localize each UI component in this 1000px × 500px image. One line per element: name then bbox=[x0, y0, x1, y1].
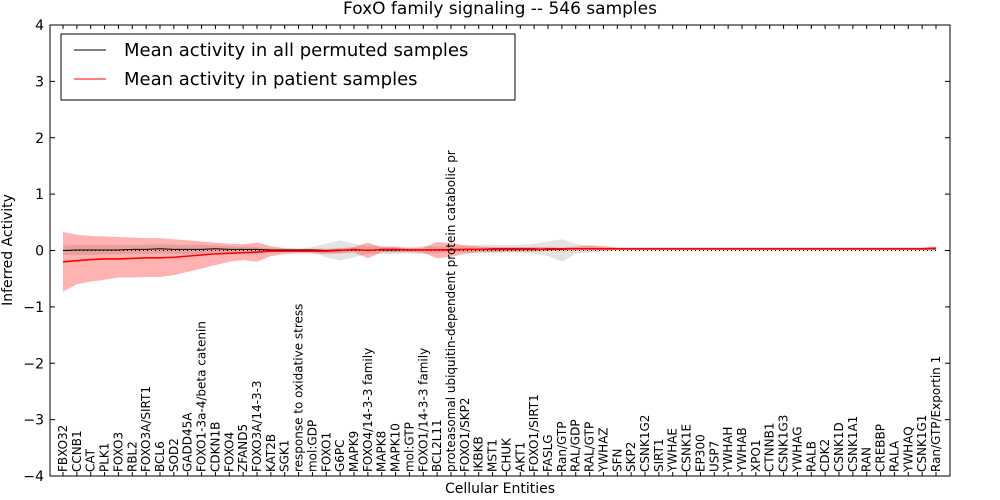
x-category-label: response to oxidative stress bbox=[292, 304, 306, 472]
x-category-label: SFN bbox=[610, 449, 624, 473]
y-axis-label: Inferred Activity bbox=[0, 194, 16, 306]
legend: Mean activity in all permuted samples Me… bbox=[60, 33, 516, 101]
x-category-label: CHUK bbox=[499, 437, 513, 472]
x-category-label: RALB bbox=[804, 441, 818, 472]
x-category-label: CSNK1G3 bbox=[777, 415, 791, 472]
x-category-label: RALA bbox=[887, 440, 901, 472]
x-category-label: FASLG bbox=[541, 434, 555, 472]
x-category-label: RAL/GDP bbox=[569, 419, 583, 472]
x-axis-label: Cellular Entities bbox=[445, 481, 555, 497]
legend-label-permuted: Mean activity in all permuted samples bbox=[124, 40, 468, 61]
x-category-label: ZFAND5 bbox=[236, 424, 250, 472]
x-category-label: FOXO4/14-3-3 family bbox=[361, 348, 375, 472]
x-category-label: RAL/GTP bbox=[583, 422, 597, 472]
x-category-label: FOXO4 bbox=[222, 432, 236, 472]
x-category-label: SIRT1 bbox=[652, 438, 666, 472]
x-category-label: RAN bbox=[860, 447, 874, 472]
legend-box bbox=[60, 33, 516, 101]
x-category-label: CTNNB1 bbox=[763, 422, 777, 472]
x-category-label: FOXO3A/14-3-3 bbox=[250, 380, 264, 472]
x-category-label: MAPK10 bbox=[389, 423, 403, 472]
y-tick-label: −2 bbox=[23, 356, 44, 372]
x-category-label: CDKN1B bbox=[208, 422, 222, 472]
x-category-label: FOXO3A/SIRT1 bbox=[139, 386, 153, 472]
x-category-label: CSNK1A1 bbox=[846, 416, 860, 472]
y-axis: −4 −3 −2 −1 0 1 2 3 4 bbox=[23, 18, 950, 485]
y-tick-label: 1 bbox=[35, 187, 44, 203]
x-category-label: FOXO1 bbox=[319, 432, 333, 472]
x-category-label: GADD45A bbox=[181, 412, 195, 472]
x-category-label: proteasomal ubiquitin-dependent protein … bbox=[444, 150, 458, 472]
y-tick-label: 3 bbox=[35, 74, 44, 90]
y-tick-label: 4 bbox=[35, 18, 44, 34]
x-category-label: USP7 bbox=[707, 441, 721, 472]
x-category-label: YWHAZ bbox=[596, 427, 610, 473]
x-axis: FBXO32 CCNB1 CAT PLK1 FOXO3 RBL2 FOXO3A/SIRT1 B… bbox=[56, 25, 943, 476]
x-category-label: BCL6 bbox=[153, 441, 167, 472]
x-category-label: mol:GDP bbox=[305, 420, 319, 472]
x-category-label: Ran/GTP/Exportin 1 bbox=[929, 356, 943, 472]
x-category-label: SKP2 bbox=[624, 442, 638, 472]
x-category-label: MST1 bbox=[486, 439, 500, 472]
x-category-label: FOXO1-3a-4/beta catenin bbox=[195, 321, 209, 472]
x-category-label: mol:GTP bbox=[402, 422, 416, 472]
x-category-label: CSNK1D bbox=[832, 422, 846, 472]
y-tick-label: −4 bbox=[23, 469, 44, 485]
x-category-label: G6PC bbox=[333, 439, 347, 472]
x-category-label: CCNB1 bbox=[70, 430, 84, 472]
x-category-label: SOD2 bbox=[167, 438, 181, 472]
x-category-label: EP300 bbox=[693, 434, 707, 472]
x-category-label: YWHAB bbox=[735, 427, 749, 473]
x-category-label: FBXO32 bbox=[56, 425, 70, 472]
x-category-label: MAPK9 bbox=[347, 431, 361, 472]
x-category-label: AKT1 bbox=[513, 442, 527, 472]
x-category-label: SGK1 bbox=[278, 440, 292, 472]
x-category-label: CSNK1G2 bbox=[638, 415, 652, 472]
y-tick-label: 2 bbox=[35, 131, 44, 147]
x-category-label: FOXO3 bbox=[111, 432, 125, 472]
legend-label-patient: Mean activity in patient samples bbox=[124, 69, 418, 90]
x-category-label: XPO1 bbox=[749, 439, 763, 472]
x-category-label: KAT2B bbox=[264, 434, 278, 472]
x-category-label: FOXO1/SIRT1 bbox=[527, 394, 541, 472]
x-category-label: IKBKB bbox=[472, 436, 486, 472]
y-tick-label: −1 bbox=[23, 300, 44, 316]
y-tick-label: −3 bbox=[23, 413, 44, 429]
x-category-label: RBL2 bbox=[125, 441, 139, 472]
x-category-label: CSNK1E bbox=[680, 424, 694, 472]
x-category-label: CDK2 bbox=[818, 439, 832, 472]
x-category-label: PLK1 bbox=[98, 443, 112, 472]
x-category-label: Ran/GTP bbox=[555, 421, 569, 472]
x-category-label: CAT bbox=[84, 448, 98, 472]
chart-title: FoxO family signaling -- 546 samples bbox=[343, 0, 657, 19]
series-line-patient bbox=[62, 247, 937, 263]
x-category-label: YWHAE bbox=[666, 428, 680, 473]
y-tick-label: 0 bbox=[35, 244, 44, 260]
x-category-label: YWHAH bbox=[721, 427, 735, 473]
x-category-label: BCL2L11 bbox=[430, 419, 444, 472]
x-category-label: CSNK1G1 bbox=[915, 415, 929, 472]
x-category-label: MAPK8 bbox=[375, 431, 389, 472]
x-category-label: YWHAG bbox=[790, 426, 804, 473]
x-category-label: CREBBP bbox=[874, 424, 888, 472]
x-category-label: FOXO1/14-3-3 family bbox=[416, 348, 430, 472]
series-lines bbox=[62, 247, 937, 263]
x-category-label: YWHAQ bbox=[901, 426, 915, 473]
x-category-label: FOXO1/SKP2 bbox=[458, 397, 472, 472]
